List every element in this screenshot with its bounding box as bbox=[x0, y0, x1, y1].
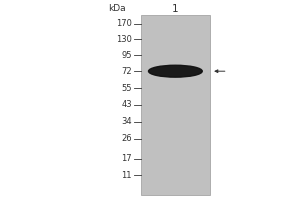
Text: 26: 26 bbox=[122, 134, 132, 143]
Text: 34: 34 bbox=[122, 117, 132, 126]
Text: 11: 11 bbox=[122, 171, 132, 180]
Text: 55: 55 bbox=[122, 84, 132, 93]
Text: 1: 1 bbox=[172, 4, 179, 14]
Ellipse shape bbox=[148, 65, 202, 77]
Bar bbox=[141, 15, 210, 195]
Text: 17: 17 bbox=[122, 154, 132, 163]
Text: 95: 95 bbox=[122, 51, 132, 60]
Text: 170: 170 bbox=[116, 19, 132, 28]
Text: kDa: kDa bbox=[109, 4, 126, 13]
Text: 130: 130 bbox=[116, 35, 132, 44]
Text: 43: 43 bbox=[122, 100, 132, 109]
Text: 72: 72 bbox=[122, 67, 132, 76]
